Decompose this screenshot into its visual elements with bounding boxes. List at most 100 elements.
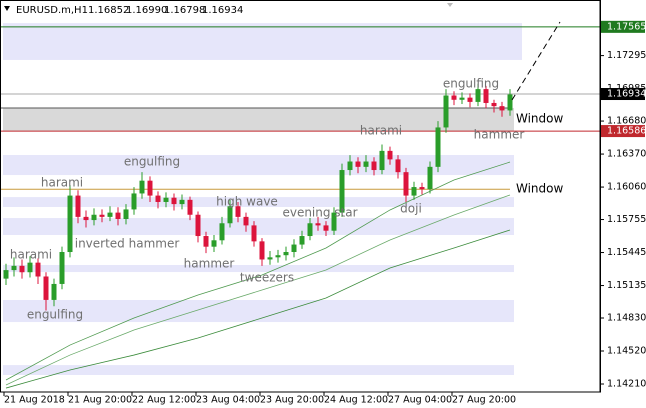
candle-body — [75, 195, 81, 217]
pattern-label: harami — [41, 176, 83, 190]
pattern-label: hammer — [184, 257, 235, 271]
x-tick-label: 27 Aug 04:00 — [388, 395, 452, 406]
candle-body — [171, 197, 177, 205]
pattern-label: hammer — [474, 128, 525, 142]
candle-body — [115, 212, 121, 220]
candle-body — [427, 166, 433, 190]
zone — [3, 155, 514, 176]
y-tick-label: 1.14520 — [607, 346, 646, 357]
candle-body — [275, 255, 281, 258]
candle-body — [331, 212, 337, 231]
pattern-label: evening star — [282, 206, 357, 220]
moving-average — [5, 161, 511, 381]
candle-body — [107, 212, 113, 217]
candle-body — [371, 161, 377, 171]
candle-body — [499, 106, 505, 111]
candle-body — [483, 89, 489, 103]
quote-close: 1.16934 — [202, 5, 243, 16]
candle-body — [403, 172, 409, 196]
level-label: Window — [516, 111, 564, 125]
price-label: 1.16586 — [607, 126, 646, 137]
candle-body — [355, 161, 361, 167]
candle-body — [195, 214, 201, 237]
y-tick-label: 1.15755 — [607, 214, 646, 225]
price-label-box — [601, 88, 645, 101]
candle-body — [147, 180, 153, 196]
candle-body — [203, 236, 209, 247]
candle-body — [211, 240, 217, 247]
x-tick-label: 21 Aug 2018 — [4, 395, 65, 406]
pattern-label: harami — [10, 248, 52, 262]
candle-body — [243, 216, 249, 226]
x-tick-label: 23 Aug 04:00 — [196, 395, 260, 406]
pattern-label: tweezers — [240, 271, 294, 285]
candle-body — [179, 199, 185, 205]
candle-body — [379, 150, 385, 171]
pattern-label: high wave — [216, 195, 278, 209]
zone — [3, 218, 514, 235]
pattern-label: engulfing — [443, 77, 499, 91]
moving-average — [5, 229, 511, 389]
price-label: 1.16934 — [607, 89, 646, 100]
quote-low: 1.16798 — [164, 5, 205, 16]
y-tick-label: 1.15445 — [607, 247, 646, 258]
candle-body — [323, 225, 329, 231]
candle-body — [91, 214, 97, 221]
candle-body — [315, 223, 321, 226]
candle-body — [43, 276, 49, 300]
shift-marker — [447, 3, 453, 7]
candle-body — [291, 244, 297, 253]
y-tick-label: 1.17295 — [607, 50, 646, 61]
moving-average — [5, 194, 511, 386]
candle-body — [155, 195, 161, 202]
candle-body — [139, 180, 145, 194]
quote-open: 1.16852 — [88, 5, 129, 16]
quote-high: 1.16990 — [126, 5, 167, 16]
candle-body — [83, 216, 89, 221]
candle-body — [123, 209, 129, 220]
candle-body — [51, 283, 57, 300]
pattern-label: inverted hammer — [75, 237, 180, 251]
candle-body — [339, 170, 345, 213]
candle-body — [3, 270, 9, 279]
x-tick-label: 23 Aug 20:00 — [260, 395, 324, 406]
x-tick-label: 21 Aug 20:00 — [68, 395, 132, 406]
zone — [3, 107, 514, 132]
candle-body — [235, 206, 241, 217]
candle-body — [299, 236, 305, 245]
y-tick-label: 1.16680 — [607, 116, 646, 127]
candle-body — [491, 102, 497, 107]
candle-body — [395, 159, 401, 173]
candle-body — [99, 214, 105, 217]
candle-body — [475, 89, 481, 102]
candle-body — [451, 95, 457, 100]
y-tick-label: 1.14830 — [607, 313, 646, 324]
price-label: 1.17565 — [607, 21, 646, 32]
pattern-label: engulfing — [27, 308, 83, 322]
candle-body — [59, 252, 65, 284]
candle-body — [507, 94, 513, 111]
candle-body — [251, 225, 257, 242]
candle-body — [363, 161, 369, 167]
candle-body — [27, 262, 33, 273]
level-label: Window — [516, 182, 564, 196]
zone — [3, 197, 514, 207]
plot-area — [0, 23, 600, 389]
y-tick-label: 1.14210 — [607, 379, 646, 390]
candle-body — [387, 150, 393, 160]
y-tick-label: 1.15135 — [607, 280, 646, 291]
candle-body — [459, 97, 465, 100]
candle-body — [467, 97, 473, 102]
price-label-box — [601, 125, 645, 138]
symbol: EURUSD.m,H1 — [16, 5, 88, 16]
candle-body — [11, 265, 17, 271]
candle-body — [347, 161, 353, 171]
candle-body — [267, 257, 273, 260]
candle-body — [67, 195, 73, 253]
candle-body — [307, 223, 313, 237]
x-tick-label: 22 Aug 12:00 — [132, 395, 196, 406]
candle-body — [163, 197, 169, 202]
y-tick-label: 1.16060 — [607, 182, 646, 193]
candle-body — [411, 187, 417, 196]
